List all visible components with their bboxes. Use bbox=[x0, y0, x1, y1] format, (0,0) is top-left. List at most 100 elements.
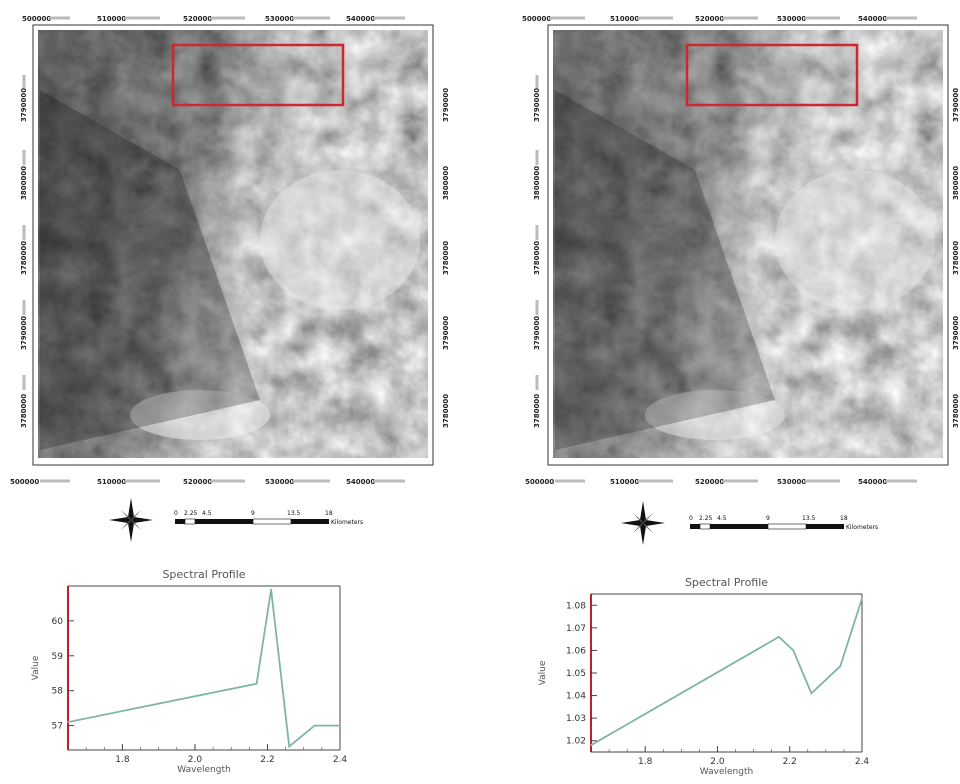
north-arrow-icon bbox=[621, 501, 665, 545]
scale-unit: Kilometers bbox=[846, 524, 878, 531]
y-tick-label: 3780000 bbox=[442, 241, 450, 275]
x-tick-label: 530000 bbox=[777, 478, 806, 486]
x-tick-label: 520000 bbox=[695, 478, 724, 486]
x-tick-label: 500000 bbox=[22, 15, 51, 23]
y-axis-label: Value bbox=[538, 660, 548, 685]
x-tick-label: 510000 bbox=[97, 478, 126, 486]
scale-label: 9 bbox=[251, 510, 255, 517]
x-tick-label: 2.0 bbox=[188, 755, 203, 765]
scale-label: 2.25 bbox=[184, 510, 198, 517]
y-tick-label: 3780000 bbox=[952, 394, 960, 428]
scale-label: 18 bbox=[840, 515, 848, 522]
x-tick-label: 530000 bbox=[777, 15, 806, 23]
y-tick-label: 1.02 bbox=[566, 737, 586, 747]
y-tick-label: 57 bbox=[52, 722, 63, 732]
scale-label: 0 bbox=[689, 515, 693, 522]
y-tick-label: 3780000 bbox=[533, 241, 541, 275]
top-coordinate-ticks: 500000 510000 520000 530000 540000 bbox=[22, 15, 405, 23]
data-point bbox=[270, 588, 272, 591]
left-coordinate-ticks: 3790000 3800000 3780000 3790000 3780000 bbox=[533, 75, 541, 428]
scale-label: 13.5 bbox=[287, 510, 301, 517]
bottom-coordinate-ticks: 500000 510000 520000 530000 540000 bbox=[10, 478, 405, 486]
y-tick-label: 3790000 bbox=[533, 316, 541, 350]
y-axis-label: Value bbox=[31, 655, 41, 680]
x-tick-label: 510000 bbox=[610, 15, 639, 23]
map-panel-left: 500000 510000 520000 530000 540000 50000… bbox=[0, 0, 450, 550]
scale-label: 13.5 bbox=[802, 515, 816, 522]
x-tick-label: 530000 bbox=[265, 478, 294, 486]
bottom-coordinate-ticks: 500000 510000 520000 530000 540000 bbox=[525, 478, 917, 486]
data-point bbox=[810, 692, 813, 695]
satellite-image bbox=[553, 30, 943, 458]
chart-title: Spectral Profile bbox=[162, 568, 245, 581]
x-axis-label: Wavelength bbox=[700, 767, 753, 777]
scale-unit: Kilometers bbox=[331, 519, 363, 526]
x-tick-label: 500000 bbox=[522, 15, 551, 23]
y-tick-label: 3790000 bbox=[952, 88, 960, 122]
right-coordinate-ticks: 3790000 3800000 3780000 3790000 3780000 bbox=[442, 88, 450, 428]
y-tick-label: 3780000 bbox=[20, 241, 28, 275]
data-point bbox=[255, 682, 258, 685]
data-point bbox=[288, 745, 291, 748]
y-tick-label: 1.07 bbox=[566, 624, 586, 634]
y-tick-label: 3780000 bbox=[442, 394, 450, 428]
scale-label: 18 bbox=[325, 510, 333, 517]
y-tick-label: 3800000 bbox=[533, 166, 541, 200]
x-tick-label: 2.0 bbox=[710, 757, 725, 767]
spectral-profile-chart-left: Spectral Profile 1.8 2.0 2.2 2.4 57 58 59 60 Wave… bbox=[31, 568, 348, 775]
map-panel-right: 500000 510000 520000 530000 540000 50000… bbox=[515, 0, 960, 550]
x-tick-label: 2.2 bbox=[260, 755, 274, 765]
scale-label: 0 bbox=[174, 510, 178, 517]
spectral-profile-left: Spectral Profile 1.8 2.0 2.2 2.4 57 58 59 60 Wave… bbox=[20, 562, 360, 782]
top-coordinate-ticks: 500000 510000 520000 530000 540000 bbox=[522, 15, 917, 23]
x-tick-label: 1.8 bbox=[638, 757, 653, 767]
y-tick-label: 3780000 bbox=[533, 394, 541, 428]
data-point bbox=[590, 744, 592, 747]
y-tick-label: 1.06 bbox=[566, 646, 586, 656]
right-coordinate-ticks: 3790000 3800000 3780000 3790000 3780000 bbox=[952, 88, 960, 428]
north-arrow-icon bbox=[109, 498, 153, 542]
x-tick-label: 540000 bbox=[346, 15, 375, 23]
x-tick-label: 540000 bbox=[858, 15, 887, 23]
area-of-interest-box bbox=[685, 43, 859, 107]
map-left-svg: 500000 510000 520000 530000 540000 50000… bbox=[10, 15, 450, 542]
data-point bbox=[313, 724, 316, 727]
area-of-interest-box bbox=[171, 43, 345, 107]
satellite-image bbox=[38, 30, 428, 458]
data-point bbox=[777, 635, 780, 638]
x-tick-label: 530000 bbox=[265, 15, 294, 23]
data-point bbox=[792, 649, 795, 652]
y-tick-label: 1.04 bbox=[566, 692, 586, 702]
x-tick-label: 2.4 bbox=[333, 755, 348, 765]
x-tick-label: 540000 bbox=[858, 478, 887, 486]
spectral-series-line bbox=[67, 589, 340, 749]
spectral-profile-chart-right: Spectral Profile 1.8 2.0 2.2 2.4 1.02 1.03 1.04… bbox=[538, 576, 869, 777]
scale-label: 9 bbox=[766, 515, 770, 522]
x-tick-label: 540000 bbox=[346, 478, 375, 486]
x-tick-label: 520000 bbox=[183, 478, 212, 486]
scale-label: 4.5 bbox=[717, 515, 727, 522]
y-tick-label: 58 bbox=[52, 687, 64, 697]
data-point bbox=[839, 665, 842, 668]
scale-label: 2.25 bbox=[699, 515, 713, 522]
y-tick-label: 3800000 bbox=[20, 166, 28, 200]
y-tick-label: 60 bbox=[52, 617, 64, 627]
y-tick-label: 3780000 bbox=[952, 241, 960, 275]
scale-label: 4.5 bbox=[202, 510, 212, 517]
y-tick-label: 3790000 bbox=[952, 316, 960, 350]
x-axis-label: Wavelength bbox=[177, 765, 230, 775]
chart-title: Spectral Profile bbox=[685, 576, 768, 589]
y-tick-label: 3780000 bbox=[20, 394, 28, 428]
y-tick-label: 59 bbox=[52, 652, 64, 662]
map-right-svg: 500000 510000 520000 530000 540000 50000… bbox=[522, 15, 960, 545]
data-point bbox=[67, 721, 69, 723]
scale-bar: 0 2.25 4.5 9 13.5 18 Kilometers bbox=[689, 515, 878, 531]
y-tick-label: 1.08 bbox=[566, 601, 586, 611]
x-tick-label: 520000 bbox=[183, 15, 212, 23]
x-tick-label: 510000 bbox=[97, 15, 126, 23]
x-tick-label: 520000 bbox=[695, 15, 724, 23]
spectral-series-line bbox=[590, 598, 863, 746]
data-point bbox=[861, 597, 863, 600]
y-tick-label: 3800000 bbox=[442, 166, 450, 200]
spectral-profile-right: Spectral Profile 1.8 2.0 2.2 2.4 1.02 1.03 1.04… bbox=[525, 572, 875, 784]
